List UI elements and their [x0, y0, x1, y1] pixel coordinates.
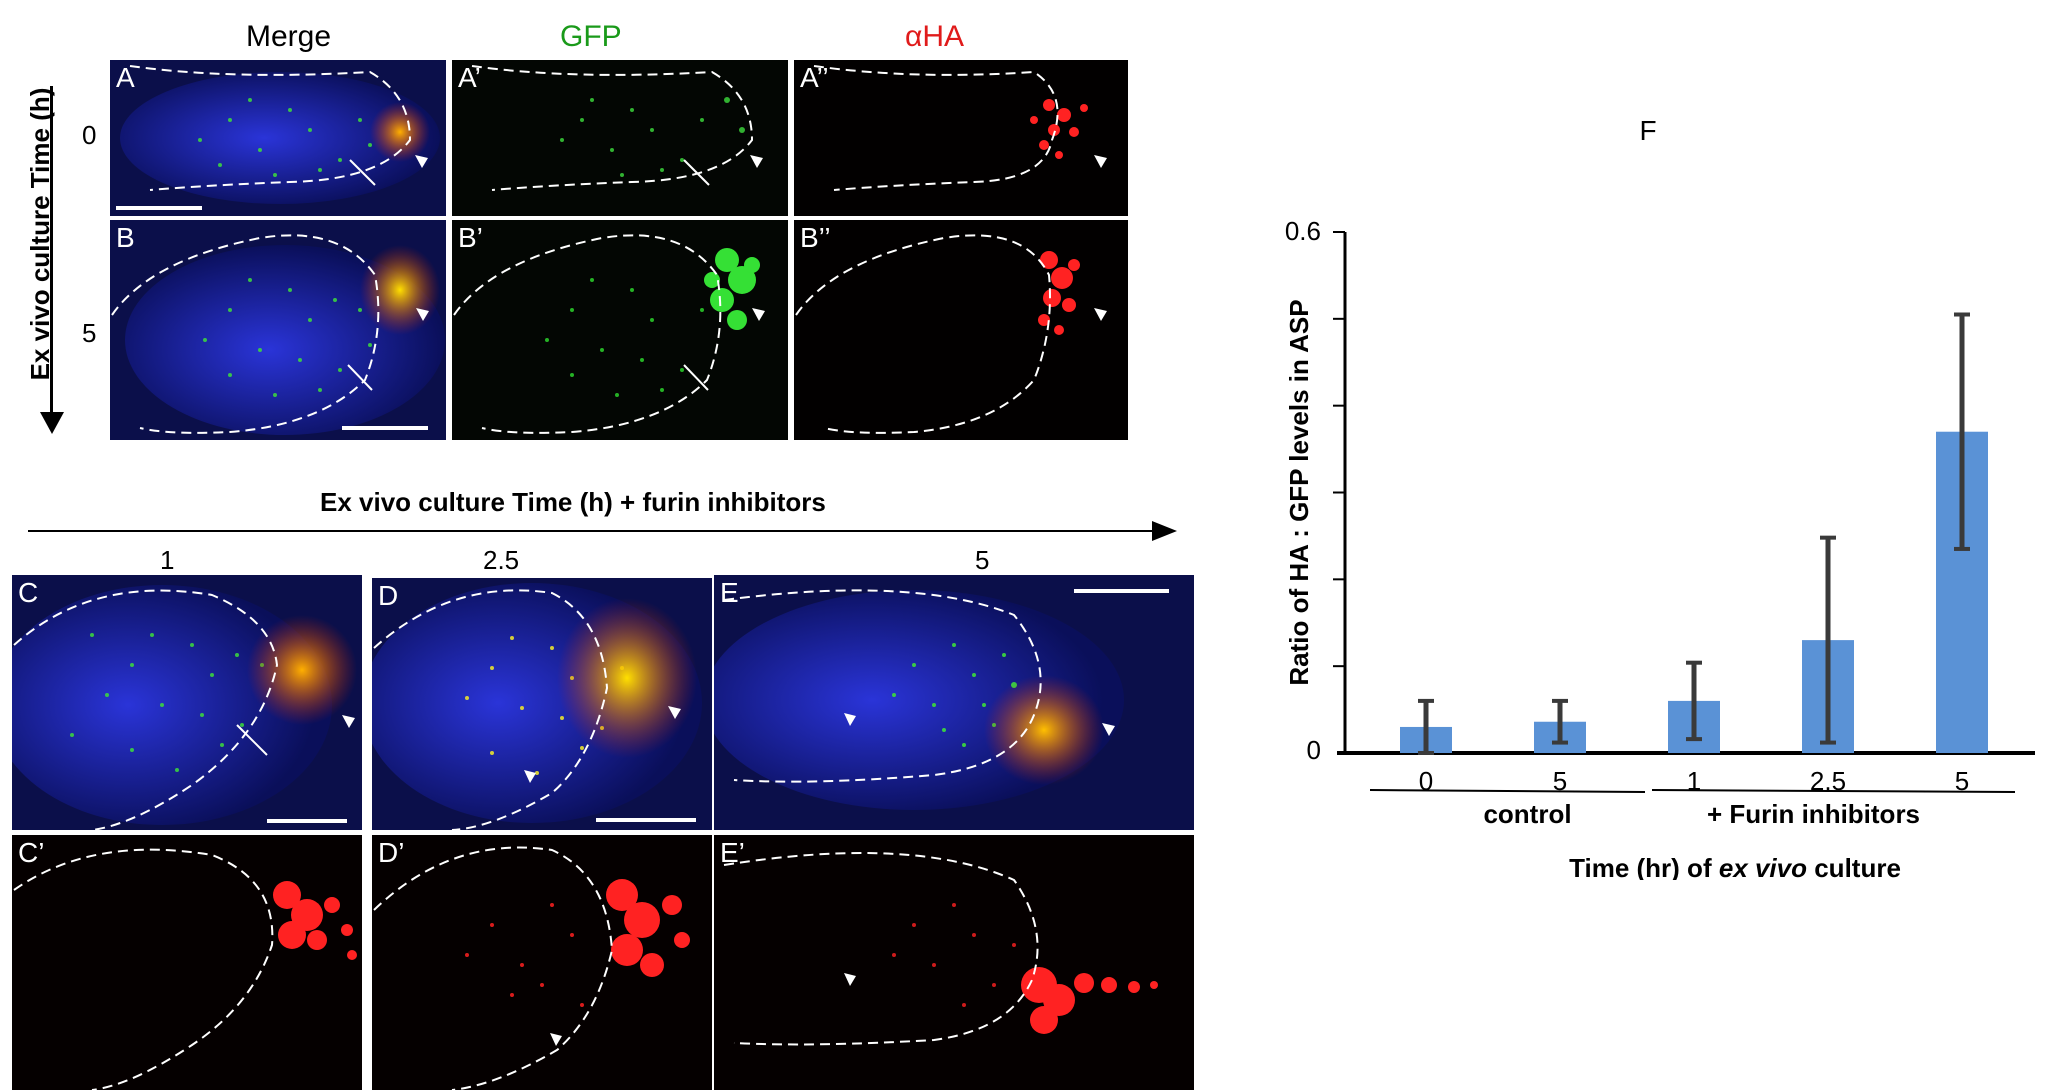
scale-bar	[116, 206, 202, 210]
y-tick-label-max: 0.6	[1285, 216, 1321, 246]
panel-label-A2: A’’	[800, 62, 829, 93]
scale-bar	[1074, 589, 1169, 593]
furin-time-2-5: 2.5	[483, 545, 520, 575]
group-label-1: + Furin inhibitors	[1707, 799, 1920, 829]
panel-E1-aha: E’	[714, 835, 1194, 1090]
panel-label-C: C	[18, 577, 39, 608]
time-label-0: 0	[82, 120, 97, 150]
panel-A1-gfp: A’	[452, 60, 788, 216]
furin-axis-title: Ex vivo culture Time (h) + furin inhibit…	[320, 487, 826, 517]
scale-bar	[596, 818, 696, 822]
furin-time-5: 5	[975, 545, 990, 575]
furin-axis-arrowhead	[1152, 521, 1177, 541]
panel-label-E: E	[720, 577, 739, 608]
x-tick-label-4: 5	[1955, 766, 1969, 796]
group-line-1	[1651, 789, 2016, 793]
panel-label-A: A	[116, 62, 135, 93]
panel-label-B1: B’	[458, 222, 483, 253]
gfp-header: GFP	[560, 20, 622, 53]
panel-B1-gfp: B’	[452, 220, 788, 440]
chart-F: F 0 0.6 Ratio of HA : GFP levels in ASP 0 5 1 2…	[1220, 115, 2065, 883]
panel-label-B: B	[116, 222, 135, 253]
panel-A2-aha: A’’	[794, 60, 1128, 216]
y-axis-label: Ratio of HA : GFP levels in ASP	[1284, 299, 1314, 685]
panel-label-A1: A’	[458, 62, 481, 93]
scale-bar	[342, 426, 428, 430]
aha-header: αHA	[905, 20, 965, 53]
time-axis-title: Ex vivo culture Time (h)	[25, 87, 55, 381]
time-label-5: 5	[82, 318, 97, 348]
panel-B2-aha: B’’	[794, 220, 1128, 440]
x-axis-label-prefix: Time (hr) of	[1569, 853, 1719, 880]
panel-A-merge: A	[110, 60, 446, 216]
panel-E-merge: E	[714, 575, 1194, 830]
merge-header: Merge	[246, 20, 332, 53]
x-axis-label: Time (hr) of ex vivo culture	[1569, 853, 1901, 880]
panel-label-E1: E’	[720, 837, 745, 868]
x-tick-label-0: 0	[1419, 766, 1433, 796]
panel-label-B2: B’’	[800, 222, 831, 253]
panel-C1-aha: C’	[12, 835, 362, 1090]
panel-D-merge: D	[372, 578, 712, 830]
furin-axis-line	[28, 530, 1163, 532]
time-axis-line	[50, 86, 53, 420]
chart-panel-label: F	[1639, 120, 1656, 146]
x-axis-label-suffix: culture	[1807, 853, 1901, 880]
group-label-0: control	[1483, 799, 1571, 829]
panel-B-merge: B	[110, 220, 446, 440]
panel-label-D: D	[378, 580, 399, 611]
x-axis-label-italic: ex vivo	[1719, 853, 1807, 880]
panel-D1-aha: D’	[372, 835, 712, 1090]
panel-label-C1: C’	[18, 837, 45, 868]
group-line-0	[1369, 789, 1646, 793]
x-tick-label-2: 1	[1687, 766, 1701, 796]
furin-time-1: 1	[160, 545, 175, 575]
panel-label-D1: D’	[378, 837, 405, 868]
panel-C-merge: C	[12, 575, 362, 830]
time-axis-arrowhead	[40, 412, 64, 434]
x-tick-label-1: 5	[1553, 766, 1567, 796]
y-tick-label-0: 0	[1307, 735, 1321, 765]
scale-bar	[267, 819, 347, 823]
